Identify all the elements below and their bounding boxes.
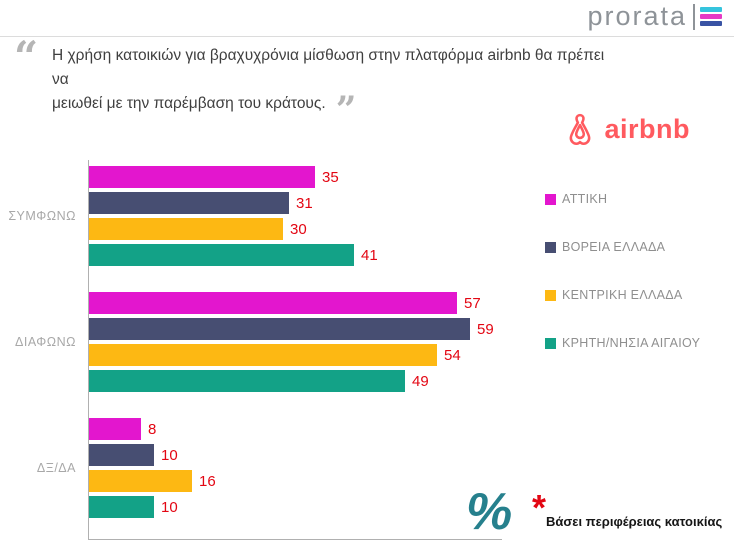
bar-value-label: 10 xyxy=(161,446,178,464)
prorata-logo: prorata xyxy=(587,1,722,32)
bar-row: 10 xyxy=(89,496,498,518)
footnote-asterisk: * xyxy=(532,487,547,528)
legend-swatch-voreia-ellada xyxy=(545,241,556,253)
bar-value-label: 10 xyxy=(161,498,178,516)
bar-value-label: 54 xyxy=(444,346,461,364)
bar-ΚΡΗΤΗ/ΝΗΣΙΑ ΑΙΓΑΙΟΥ xyxy=(89,496,154,518)
legend-item-attiki: ΑΤΤΙΚΗ xyxy=(545,192,700,206)
percent-icon: % xyxy=(466,483,513,541)
question-line-1: Η χρήση κατοικιών για βραχυχρόνια μίσθωσ… xyxy=(52,47,605,89)
bar-ΚΡΗΤΗ/ΝΗΣΙΑ ΑΙΓΑΙΟΥ xyxy=(89,244,354,266)
bar-value-label: 35 xyxy=(322,168,339,186)
x-axis-line xyxy=(88,539,502,540)
bar-value-label: 8 xyxy=(148,420,157,438)
bar-row: 35 xyxy=(89,166,498,188)
bar-group-ΣΥΜΦΩΝΩ: 35 31 30 41 xyxy=(89,166,498,266)
bar-row: 8 xyxy=(89,418,498,440)
bar-value-label: 16 xyxy=(199,472,216,490)
bar-value-label: 57 xyxy=(464,294,481,312)
bar-ΑΤΤΙΚΗ xyxy=(89,166,315,188)
bar-row: 10 xyxy=(89,444,498,466)
question-line-2: μειωθεί με την παρέμβαση του κράτους. xyxy=(52,95,326,113)
bar-row: 16 xyxy=(89,470,498,492)
flag-stripe-bottom xyxy=(700,21,722,26)
legend-label-kentriki-ellada: ΚΕΝΤΡΙΚΗ ΕΛΛΑΔΑ xyxy=(562,288,683,302)
bar-row: 59 xyxy=(89,318,498,340)
bar-ΒΟΡΕΙΑ ΕΛΛΑΔΑ xyxy=(89,444,154,466)
bar-value-label: 59 xyxy=(477,320,494,338)
survey-question: “ Η χρήση κατοικιών για βραχυχρόνια μίσθ… xyxy=(14,36,614,129)
legend-item-voreia-ellada: ΒΟΡΕΙΑ ΕΛΛΑΔΑ xyxy=(545,240,700,254)
prorata-logo-text: prorata xyxy=(587,1,687,31)
open-quote-icon: “ xyxy=(14,32,39,81)
prorata-flag-icon xyxy=(700,5,722,29)
airbnb-belo-icon xyxy=(570,113,591,146)
category-label-disagree: ΔΙΑΦΩΝΩ xyxy=(15,335,76,349)
flag-stripe-top xyxy=(700,7,722,12)
bar-ΒΟΡΕΙΑ ΕΛΛΑΔΑ xyxy=(89,318,470,340)
close-quote-icon: ” xyxy=(335,89,357,132)
legend-swatch-kentriki-ellada xyxy=(545,289,556,301)
legend-label-attiki: ΑΤΤΙΚΗ xyxy=(562,192,608,206)
bar-value-label: 41 xyxy=(361,246,378,264)
bar-chart-plot: 35 31 30 41 57 59 54 49 8 10 16 10 xyxy=(88,160,498,540)
legend-swatch-kriti-nisia-aigaiou xyxy=(545,337,556,349)
bar-row: 41 xyxy=(89,244,498,266)
category-label-dontknow: ΔΞ/ΔΑ xyxy=(36,461,76,475)
bar-ΚΕΝΤΡΙΚΗ ΕΛΛΑΔΑ xyxy=(89,470,192,492)
airbnb-logo-text: airbnb xyxy=(604,113,690,144)
legend-swatch-attiki xyxy=(545,193,556,205)
bar-ΚΕΝΤΡΙΚΗ ΕΛΛΑΔΑ xyxy=(89,218,283,240)
bar-row: 49 xyxy=(89,370,498,392)
bar-ΚΡΗΤΗ/ΝΗΣΙΑ ΑΙΓΑΙΟΥ xyxy=(89,370,405,392)
bar-group-ΔΞ/ΔΑ: 8 10 16 10 xyxy=(89,418,498,518)
footnote-text: Βάσει περιφέρειας κατοικίας xyxy=(546,514,723,529)
prorata-logo-bar xyxy=(693,3,695,30)
bar-group-ΔΙΑΦΩΝΩ: 57 59 54 49 xyxy=(89,292,498,392)
legend-item-kentriki-ellada: ΚΕΝΤΡΙΚΗ ΕΛΛΑΔΑ xyxy=(545,288,700,302)
legend-item-kriti-nisia-aigaiou: ΚΡΗΤΗ/ΝΗΣΙΑ ΑΙΓΑΙΟΥ xyxy=(545,336,700,350)
airbnb-logo: airbnb xyxy=(561,110,690,148)
bar-value-label: 30 xyxy=(290,220,307,238)
bar-ΚΕΝΤΡΙΚΗ ΕΛΛΑΔΑ xyxy=(89,344,437,366)
bar-value-label: 31 xyxy=(296,194,313,212)
flag-stripe-middle xyxy=(700,14,722,19)
bar-row: 30 xyxy=(89,218,498,240)
bar-ΒΟΡΕΙΑ ΕΛΛΑΔΑ xyxy=(89,192,289,214)
legend-label-kriti-nisia-aigaiou: ΚΡΗΤΗ/ΝΗΣΙΑ ΑΙΓΑΙΟΥ xyxy=(562,336,701,350)
legend: ΑΤΤΙΚΗ ΒΟΡΕΙΑ ΕΛΛΑΔΑ ΚΕΝΤΡΙΚΗ ΕΛΛΑΔΑ ΚΡΗ… xyxy=(545,192,700,350)
bar-row: 57 xyxy=(89,292,498,314)
category-label-agree: ΣΥΜΦΩΝΩ xyxy=(8,209,76,223)
header-divider xyxy=(0,36,734,37)
bar-value-label: 49 xyxy=(412,372,429,390)
legend-label-voreia-ellada: ΒΟΡΕΙΑ ΕΛΛΑΔΑ xyxy=(562,240,666,254)
bar-ΑΤΤΙΚΗ xyxy=(89,418,141,440)
bar-row: 31 xyxy=(89,192,498,214)
bar-ΑΤΤΙΚΗ xyxy=(89,292,457,314)
bar-row: 54 xyxy=(89,344,498,366)
